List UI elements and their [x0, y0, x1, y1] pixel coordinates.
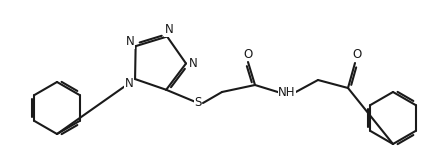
- Text: N: N: [165, 23, 174, 36]
- Text: N: N: [125, 77, 134, 90]
- Text: O: O: [243, 47, 253, 60]
- Text: N: N: [126, 35, 134, 48]
- Text: S: S: [194, 97, 202, 109]
- Text: O: O: [352, 48, 361, 62]
- Text: NH: NH: [278, 86, 296, 100]
- Text: N: N: [189, 57, 198, 70]
